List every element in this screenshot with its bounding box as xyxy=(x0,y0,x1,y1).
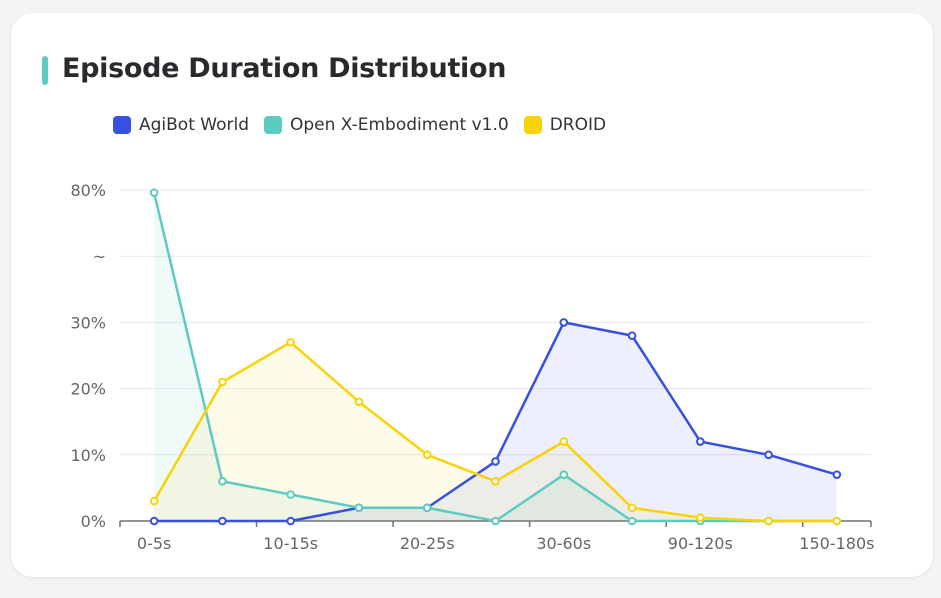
data-point-1 xyxy=(422,503,432,513)
y-tick-label: 30% xyxy=(70,313,106,332)
data-point-2 xyxy=(559,437,569,446)
data-point-0 xyxy=(832,470,842,479)
series-area-1 xyxy=(154,192,837,521)
data-point-0 xyxy=(491,457,500,466)
data-point-2 xyxy=(218,377,227,387)
data-point-2 xyxy=(696,513,705,522)
legend-item-droid[interactable]: DROID xyxy=(523,115,607,135)
data-point-1 xyxy=(218,476,227,486)
data-point-2 xyxy=(627,503,637,513)
y-tick-label: 10% xyxy=(70,446,106,465)
y-tick-label: 20% xyxy=(70,380,106,399)
data-point-0 xyxy=(218,516,227,526)
data-point-1 xyxy=(491,516,500,526)
x-tick-label: 10-15s xyxy=(263,534,318,553)
x-tick-label: 150-180s xyxy=(799,534,874,553)
series-area-0 xyxy=(154,322,837,521)
data-point-0 xyxy=(627,331,637,340)
legend-swatch-agibot xyxy=(113,116,131,134)
data-point-0 xyxy=(764,450,773,460)
data-point-1 xyxy=(149,188,159,197)
title-accent-bar xyxy=(42,56,48,85)
series-area-2 xyxy=(154,342,837,521)
chart-title: Episode Duration Distribution xyxy=(62,53,507,84)
data-point-1 xyxy=(354,503,364,513)
legend-label: AgiBot World xyxy=(139,115,249,135)
x-tick-label: 30-60s xyxy=(536,534,591,553)
data-point-2 xyxy=(354,397,364,407)
data-point-2 xyxy=(832,516,842,526)
legend-item-oxe[interactable]: Open X-Embodiment v1.0 xyxy=(264,115,509,135)
legend-swatch-oxe xyxy=(264,116,282,134)
data-point-0 xyxy=(286,516,295,526)
data-point-2 xyxy=(422,450,432,460)
data-point-2 xyxy=(491,476,500,486)
legend-item-agibot[interactable]: AgiBot World xyxy=(113,115,249,135)
data-point-1 xyxy=(286,490,295,499)
legend-label: DROID xyxy=(549,115,607,135)
x-tick-label: 90-120s xyxy=(668,534,733,553)
y-tick-label: 0% xyxy=(81,512,106,531)
legend: AgiBot World Open X-Embodiment v1.0 DROI… xyxy=(113,115,621,135)
legend-swatch-droid xyxy=(523,116,542,134)
data-point-2 xyxy=(286,337,295,347)
data-point-1 xyxy=(559,470,569,479)
x-tick-label: 20-25s xyxy=(400,534,455,553)
data-point-2 xyxy=(149,496,159,506)
y-tick-label: ~ xyxy=(93,247,106,266)
data-point-0 xyxy=(559,318,569,327)
data-point-1 xyxy=(627,516,637,526)
data-point-0 xyxy=(149,516,159,526)
data-point-0 xyxy=(696,437,705,446)
y-tick-label: 80% xyxy=(70,181,106,200)
x-tick-label: 0-5s xyxy=(137,534,171,553)
data-point-2 xyxy=(764,516,773,526)
legend-label: Open X-Embodiment v1.0 xyxy=(290,115,509,135)
